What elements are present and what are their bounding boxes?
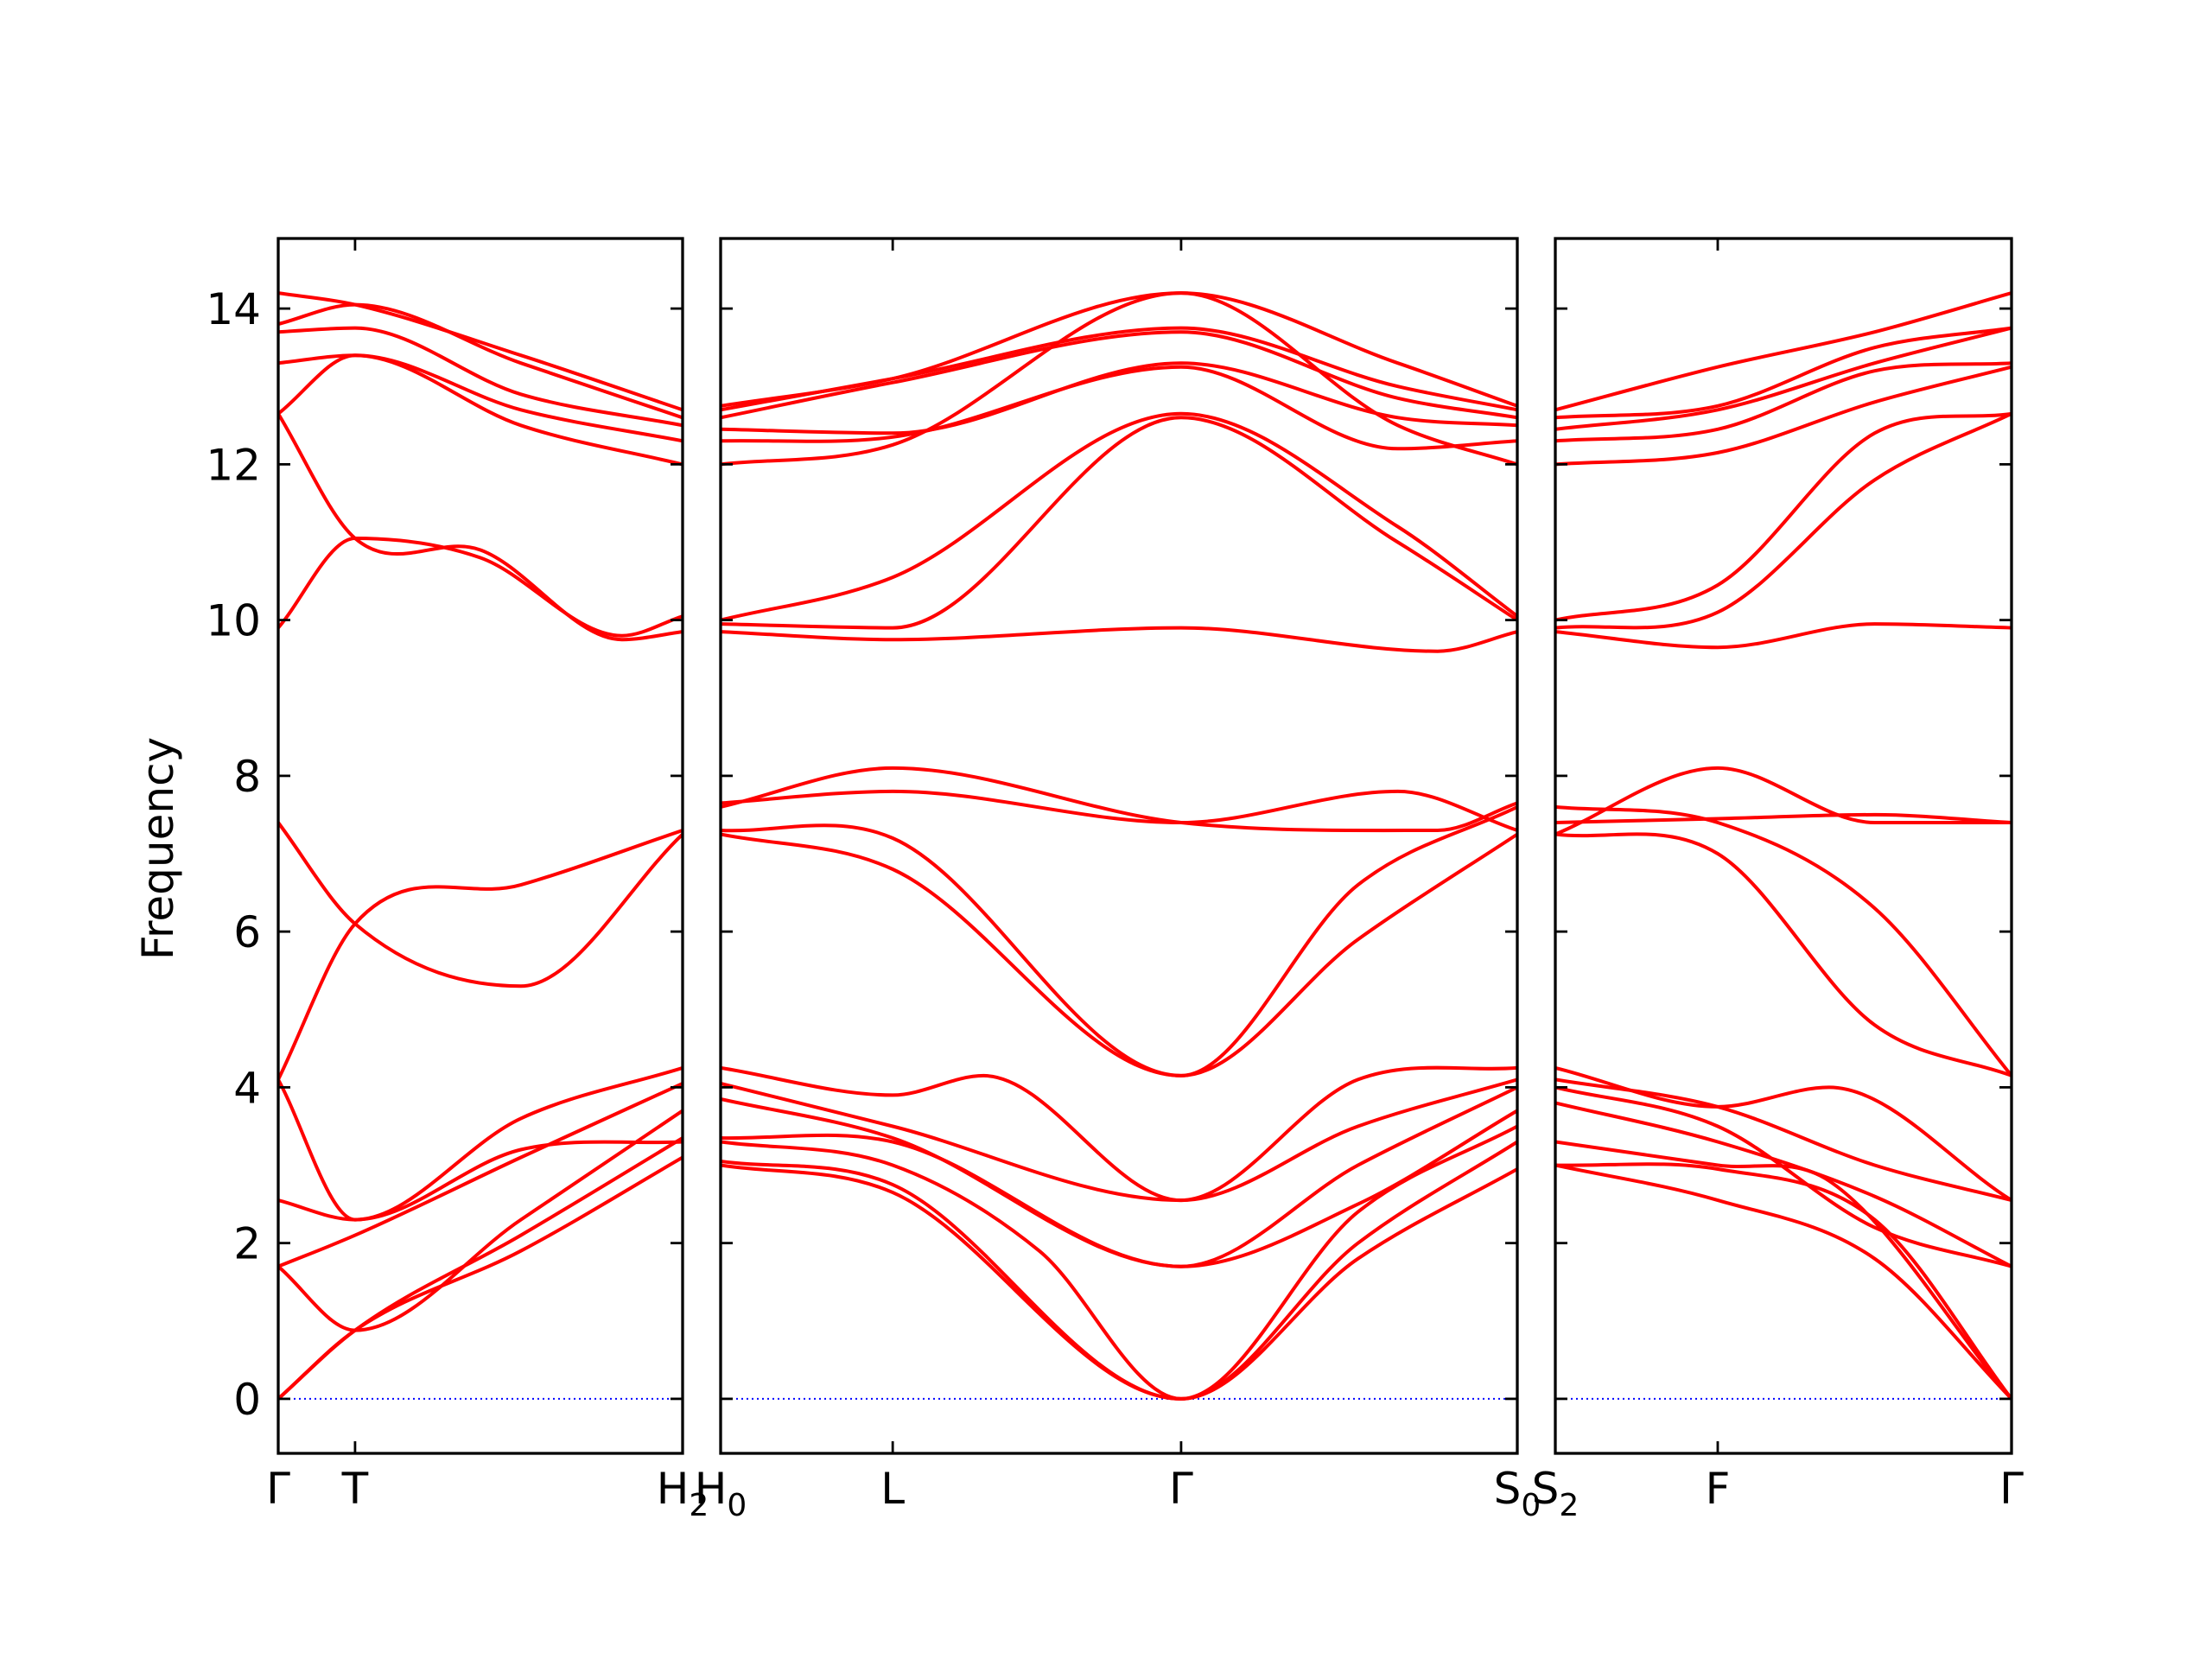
- panel-frame: [719, 237, 1519, 1455]
- phonon-band-8: [278, 821, 683, 988]
- phonon-band-12: [278, 353, 683, 443]
- phonon-band-4: [721, 1109, 1517, 1268]
- phonon-band-14: [278, 302, 683, 420]
- x-tick-label: Γ: [1169, 1464, 1193, 1514]
- phonon-band-3: [278, 1109, 683, 1332]
- phonon-band-20: [721, 291, 1517, 408]
- phonon-band-17: [721, 361, 1517, 435]
- phonon-band-8: [1555, 832, 2012, 1077]
- phonon-band-5: [721, 1085, 1517, 1268]
- phonon-band-19: [1555, 291, 2012, 412]
- phonon-band-4: [278, 1081, 683, 1268]
- x-tick-label: Γ: [266, 1464, 290, 1514]
- phonon-band-1: [1555, 1162, 2012, 1401]
- phonon-band-7: [278, 829, 683, 1082]
- phonon-band-15: [1555, 365, 2012, 467]
- phonon-band-9: [278, 411, 683, 642]
- phonon-band-6: [1555, 1077, 2012, 1203]
- y-tick-label: 10: [206, 596, 261, 646]
- phonon-band-9: [1555, 804, 2012, 1077]
- phonon-band-13: [278, 326, 683, 428]
- phonon-band-11: [721, 766, 1517, 833]
- panel-2: H0 L Γ S0: [695, 237, 1541, 1523]
- y-tick-label: 2: [233, 1219, 261, 1269]
- phonon-band-10: [278, 537, 683, 638]
- phonon-band-9: [721, 804, 1517, 1077]
- phonon-band-8: [721, 832, 1517, 1077]
- panel-3: S2 F Γ: [1532, 237, 2024, 1523]
- y-tick-label: 8: [233, 752, 261, 802]
- phonon-band-14: [721, 411, 1517, 622]
- x-tick-label: Γ: [1999, 1464, 2024, 1514]
- phonon-band-16: [1555, 361, 2012, 443]
- phonon-band-3: [721, 1124, 1517, 1401]
- phonon-band-4: [1555, 1101, 2012, 1268]
- phonon-band-11: [1555, 766, 2012, 836]
- panel-frame: [1554, 237, 2013, 1455]
- x-tick-label: L: [880, 1464, 905, 1514]
- y-tick-label: 0: [233, 1375, 261, 1425]
- phonon-band-13: [1555, 411, 2012, 630]
- phonon-band-1: [278, 1155, 683, 1401]
- phonon-band-12: [1555, 622, 2012, 650]
- phonon-band-16: [721, 365, 1517, 451]
- phonon-band-18: [721, 330, 1517, 420]
- phonon-band-2: [721, 1140, 1517, 1401]
- x-tick-label: T: [341, 1464, 369, 1514]
- phonon-band-17: [1555, 326, 2012, 431]
- phonon-band-2: [1555, 1163, 2012, 1401]
- phonon-band-7: [721, 1065, 1517, 1203]
- y-tick-label: 12: [206, 440, 261, 490]
- phonon-band-5: [278, 1065, 683, 1222]
- phonon-band-1: [721, 1163, 1517, 1401]
- phonon-band-13: [721, 416, 1517, 630]
- y-tick-label: 6: [233, 907, 261, 957]
- phonon-band-10: [1555, 812, 2012, 824]
- phonon-band-18: [1555, 326, 2012, 420]
- y-axis-label: Frequency: [133, 737, 183, 960]
- phonon-band-14: [1555, 411, 2012, 622]
- y-tick-label: 4: [233, 1063, 261, 1113]
- phonon-band-6: [278, 1077, 683, 1222]
- phonon-band-5: [1555, 1085, 2012, 1268]
- phonon-band-12: [721, 626, 1517, 653]
- x-tick-label: F: [1706, 1464, 1731, 1514]
- phonon-band-15: [721, 291, 1517, 467]
- phonon-band-11: [278, 353, 683, 467]
- panel-frame: [276, 237, 684, 1455]
- phonon-band-7: [1555, 1065, 2012, 1203]
- y-tick-label: 14: [206, 284, 261, 334]
- phonon-band-15: [278, 291, 683, 412]
